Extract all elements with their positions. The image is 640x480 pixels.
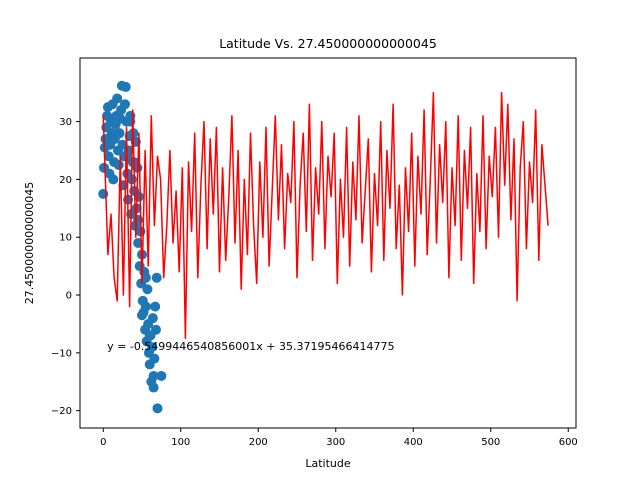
scatter-point — [156, 370, 167, 381]
scatter-point — [114, 128, 125, 139]
y-tick-label: 10 — [59, 233, 72, 244]
axes-frame — [79, 57, 577, 429]
scatter-point — [112, 93, 123, 104]
x-tick-label: 100 — [171, 437, 190, 448]
scatter-point — [137, 310, 147, 321]
x-tick-label: 500 — [481, 437, 500, 448]
y-axis-ticks: −20 −10 0 10 20 30 — [51, 117, 80, 417]
scatter-point — [98, 188, 109, 199]
scatter-point — [148, 382, 159, 393]
x-axis-label: Latitude — [305, 457, 351, 470]
x-tick-label: 400 — [404, 437, 423, 448]
scatter-point — [147, 313, 158, 324]
y-tick-label: 20 — [59, 175, 72, 186]
y-tick-label: −10 — [51, 348, 72, 359]
plot-content — [98, 80, 549, 414]
scatter-point — [151, 272, 162, 283]
regression-equation: y = -0.5499446540856001x + 35.3719546641… — [107, 340, 394, 353]
scatter-point — [150, 301, 161, 312]
x-axis-ticks: 0 100 200 300 400 500 600 — [100, 428, 578, 448]
scatter-point — [125, 116, 136, 127]
scatter-point — [147, 342, 158, 353]
scatter-point — [119, 99, 130, 110]
x-tick-label: 600 — [559, 437, 578, 448]
series-line — [102, 91, 549, 340]
x-tick-label: 0 — [100, 437, 106, 448]
scatter-point — [148, 370, 159, 381]
scatter-point — [144, 330, 155, 341]
x-tick-label: 300 — [326, 437, 345, 448]
scatter-point — [149, 353, 160, 364]
y-tick-label: 30 — [59, 117, 72, 128]
scatter-point — [152, 403, 163, 414]
y-tick-label: −20 — [51, 406, 72, 417]
y-tick-label: 0 — [66, 291, 72, 302]
x-tick-label: 200 — [249, 437, 268, 448]
y-axis-label: 27.450000000000045 — [23, 182, 36, 304]
chart-title: Latitude Vs. 27.450000000000045 — [219, 36, 437, 51]
scatter-point — [140, 301, 151, 312]
scatter-point — [108, 174, 119, 185]
scatter-point — [142, 284, 153, 295]
scatter-point — [113, 159, 124, 170]
scatter-point — [120, 81, 131, 92]
scatter-point — [140, 272, 151, 283]
